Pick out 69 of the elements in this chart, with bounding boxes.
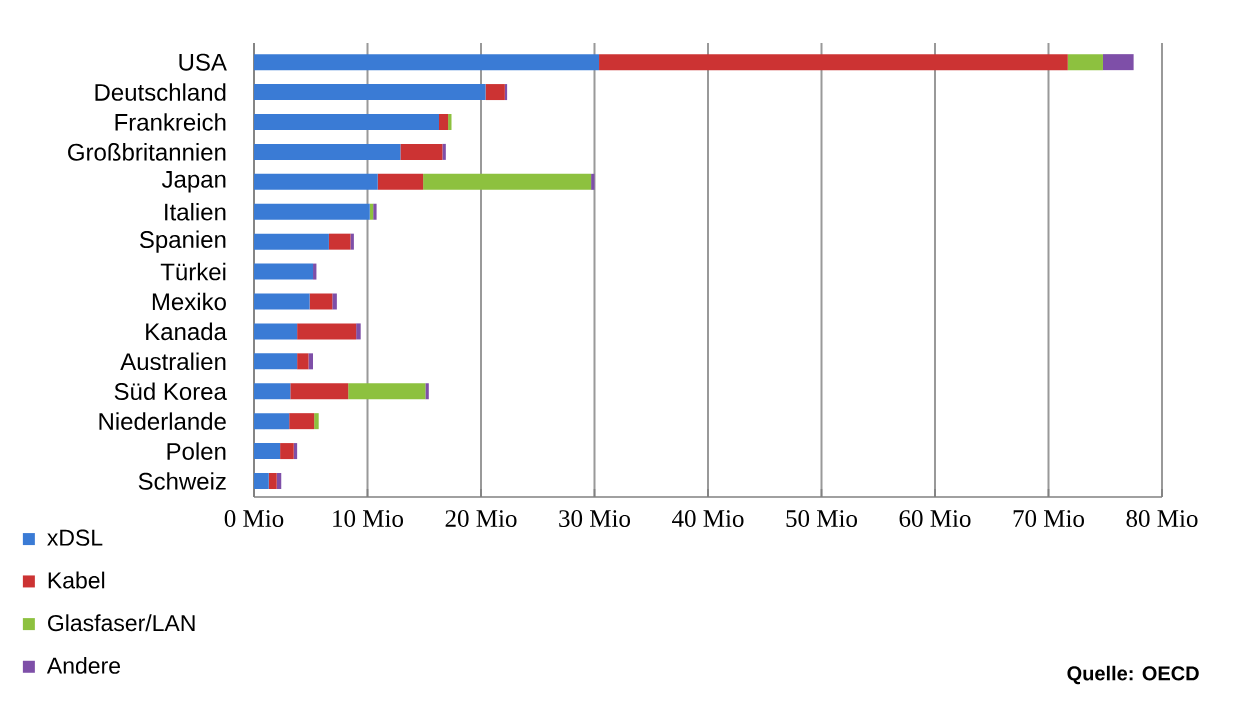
bar — [400, 143, 443, 160]
bar — [254, 323, 298, 340]
bar — [254, 413, 290, 430]
y-tick-label: Großbritannien — [68, 143, 226, 161]
bar — [254, 203, 370, 220]
x-tick-label: 10 Mio — [333, 510, 404, 527]
bar — [350, 233, 354, 250]
x-tick-label: 60 Mio — [899, 510, 971, 527]
bar — [309, 293, 333, 310]
y-tick-label: Deutschland — [95, 83, 226, 101]
bar — [425, 383, 429, 400]
bar — [423, 173, 592, 190]
bar — [1067, 54, 1103, 71]
y-tick-label: Süd Korea — [114, 382, 227, 401]
bar — [442, 143, 446, 160]
bar — [290, 383, 349, 400]
bar — [280, 443, 294, 460]
x-tick-label: 30 Mio — [559, 510, 631, 527]
x-tick-label: 20 Mio — [445, 510, 517, 527]
bar — [254, 113, 440, 130]
bar — [328, 233, 351, 250]
bar — [254, 173, 378, 190]
bar — [439, 113, 449, 130]
bar — [254, 473, 269, 489]
bar — [485, 84, 505, 101]
y-tick-label: Mexiko — [152, 292, 226, 311]
bar — [254, 383, 291, 400]
x-tick-label: 80 Mio — [1126, 510, 1198, 527]
y-tick-label: Italien — [165, 202, 226, 221]
x-tick-label: 40 Mio — [672, 510, 744, 527]
y-tick-label: Frankreich — [115, 113, 226, 131]
bar — [289, 413, 315, 430]
bar — [297, 323, 357, 340]
y-tick-label: Spanien — [139, 230, 226, 253]
y-tick-label: Kanada — [146, 322, 227, 341]
bar — [297, 353, 309, 370]
legend-label: Glasfaser/LAN — [48, 614, 195, 632]
bar — [356, 323, 361, 340]
bar — [314, 413, 319, 430]
bar — [348, 383, 426, 400]
y-tick-label: Schweiz — [138, 472, 226, 490]
y-tick-label: Polen — [167, 442, 226, 460]
bar — [254, 84, 486, 101]
y-tick-label: Niederlande — [99, 412, 226, 430]
bar — [254, 353, 298, 370]
bar — [377, 173, 424, 190]
x-tick-label: 70 Mio — [1013, 510, 1084, 527]
bar — [268, 473, 277, 489]
bar — [332, 293, 337, 310]
legend-label: Kabel — [48, 571, 105, 589]
y-tick-label: USA — [179, 53, 227, 71]
bar — [254, 263, 314, 280]
bar — [254, 443, 281, 460]
source-note: Quelle: OECD — [1067, 665, 1199, 685]
x-tick-label: 50 Mio — [786, 510, 857, 527]
bar — [1102, 54, 1134, 71]
bar — [599, 54, 1068, 71]
legend-label: xDSL — [47, 529, 103, 546]
bar — [254, 143, 401, 160]
bar — [254, 233, 329, 250]
bar — [254, 54, 600, 71]
y-tick-label: Japan — [161, 171, 226, 193]
legend-label: Andere — [46, 656, 120, 674]
y-tick-label: Türkei — [160, 262, 226, 281]
x-tick-label: 0 Mio — [224, 510, 284, 527]
bar — [308, 353, 314, 370]
bar — [373, 203, 377, 220]
bar — [254, 293, 310, 310]
y-tick-label: Australien — [120, 352, 226, 371]
